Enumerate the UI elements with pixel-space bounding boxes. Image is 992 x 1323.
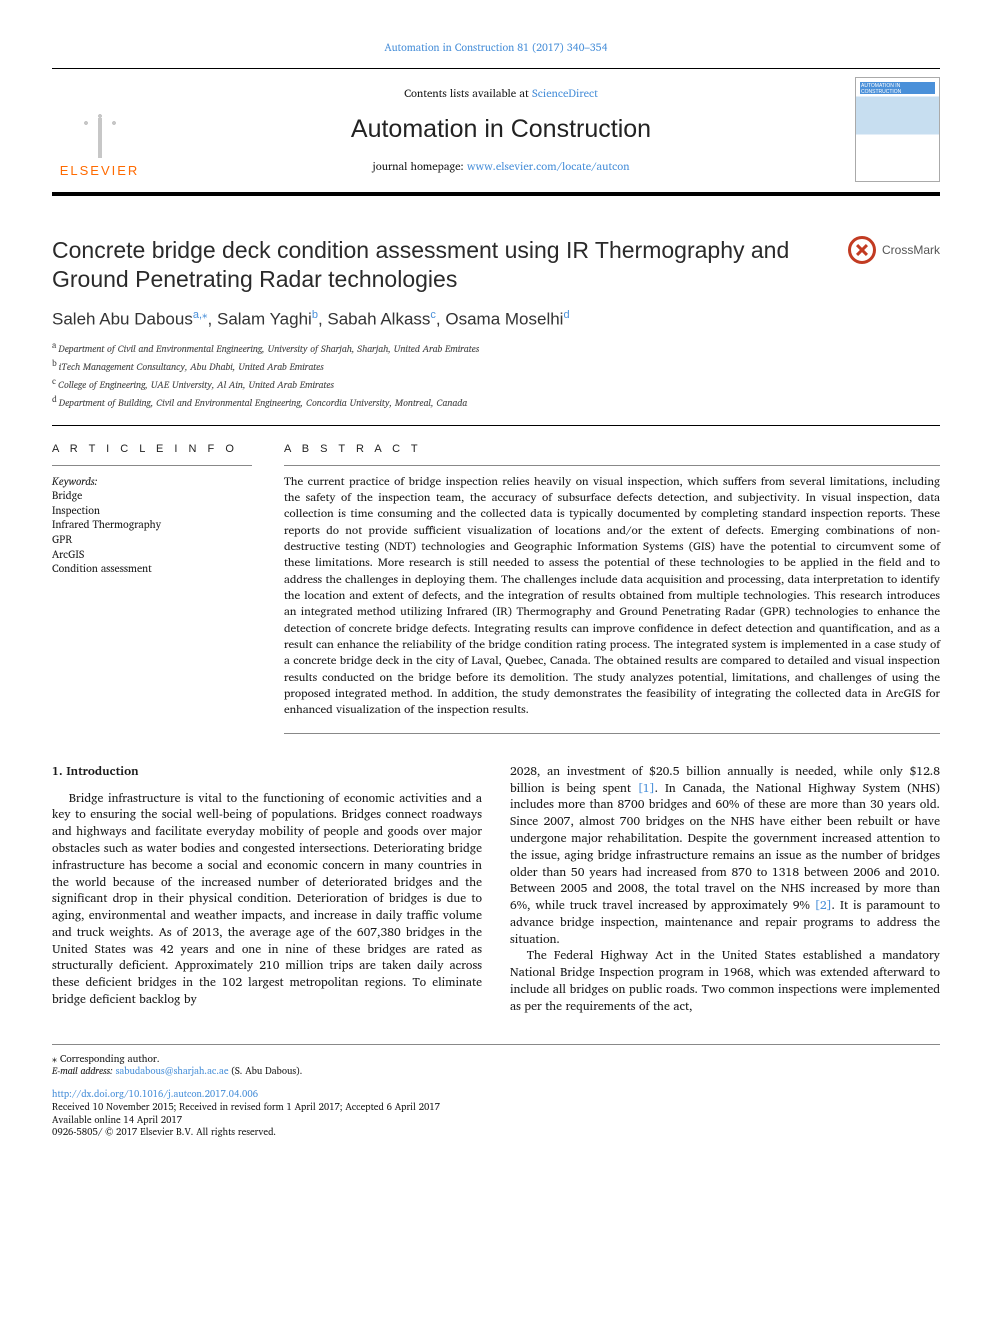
- title-block: Concrete bridge deck condition assessmen…: [52, 236, 940, 294]
- history-line: Received 10 November 2015; Received in r…: [52, 1102, 940, 1115]
- cover-label-2: CONSTRUCTION: [861, 89, 901, 96]
- aff-tag-c: c: [52, 374, 56, 388]
- email-line: E-mail address: sabudabous@sharjah.ac.ae…: [52, 1066, 940, 1079]
- aff-text-d: Department of Building, Civil and Enviro…: [59, 396, 467, 411]
- aff-text-c: College of Engineering, UAE University, …: [58, 378, 334, 393]
- author-2: Salam Yaghi: [217, 309, 312, 328]
- author-4-aff: d: [563, 309, 569, 321]
- author-3: Sabah Alkass: [327, 309, 430, 328]
- email-label: E-mail address:: [52, 1064, 116, 1079]
- author-1: Saleh Abu Dabous: [52, 309, 193, 328]
- intro-p1: Bridge infrastructure is vital to the fu…: [52, 791, 482, 1009]
- intro-p2: 2028, an investment of $20.5 billion ann…: [510, 764, 940, 949]
- keywords-list: Bridge Inspection Infrared Thermography …: [52, 488, 252, 576]
- author-3-aff: c: [430, 309, 436, 321]
- crossmark-badge[interactable]: CrossMark: [848, 236, 940, 264]
- aff-tag-a: a: [52, 338, 56, 352]
- affiliation-a: aDepartment of Civil and Environmental E…: [52, 339, 940, 357]
- article-info-rule: [52, 465, 252, 466]
- affiliation-list: aDepartment of Civil and Environmental E…: [52, 339, 940, 411]
- intro-p2-b: . In Canada, the National Highway System…: [510, 779, 940, 916]
- paper-title: Concrete bridge deck condition assessmen…: [52, 236, 812, 294]
- affiliation-d: dDepartment of Building, Civil and Envir…: [52, 393, 940, 411]
- publisher-logo-block: ELSEVIER: [52, 80, 147, 180]
- aff-tag-b: b: [52, 356, 57, 370]
- author-2-aff: b: [312, 309, 318, 321]
- aff-text-b: iTech Management Consultancy, Abu Dhabi,…: [59, 360, 324, 375]
- keyword-item: Infrared Thermography: [52, 517, 252, 532]
- keywords-label: Keywords:: [52, 474, 252, 488]
- author-1-corr: ⁎: [202, 309, 208, 321]
- banner-center: Contents lists available at ScienceDirec…: [147, 86, 855, 173]
- author-1-aff: a,: [193, 309, 202, 321]
- article-info-col: A R T I C L E I N F O Keywords: Bridge I…: [52, 442, 252, 734]
- homepage-prefix: journal homepage:: [373, 157, 467, 175]
- aff-tag-d: d: [52, 392, 57, 406]
- intro-heading: 1. Introduction: [52, 764, 482, 781]
- running-head-link[interactable]: Automation in Construction 81 (2017) 340…: [385, 38, 608, 56]
- publisher-wordmark: ELSEVIER: [60, 162, 140, 180]
- abstract-heading: A B S T R A C T: [284, 442, 940, 457]
- intro-p3: The Federal Highway Act in the United St…: [510, 948, 940, 1015]
- journal-cover-thumb: AUTOMATION IN CONSTRUCTION: [855, 77, 940, 182]
- elsevier-tree-icon: [65, 88, 135, 158]
- abstract-text: The current practice of bridge inspectio…: [284, 474, 940, 719]
- journal-name: Automation in Construction: [351, 113, 651, 147]
- email-tail: (S. Abu Dabous).: [229, 1064, 303, 1079]
- author-list: Saleh Abu Dabousa,⁎, Salam Yaghib, Sabah…: [52, 308, 940, 332]
- sciencedirect-link[interactable]: ScienceDirect: [532, 84, 598, 102]
- footer-block: ⁎ Corresponding author. E-mail address: …: [52, 1044, 940, 1141]
- abstract-col: A B S T R A C T The current practice of …: [284, 442, 940, 734]
- contents-line: Contents lists available at ScienceDirec…: [404, 86, 598, 101]
- keyword-item: Condition assessment: [52, 561, 252, 576]
- author-4: Osama Moselhi: [445, 309, 563, 328]
- crossmark-label: CrossMark: [882, 242, 940, 258]
- contents-prefix: Contents lists available at: [404, 84, 532, 102]
- running-head: Automation in Construction 81 (2017) 340…: [52, 40, 940, 54]
- affiliation-b: biTech Management Consultancy, Abu Dhabi…: [52, 357, 940, 375]
- abstract-end-rule: [284, 733, 940, 734]
- copyright-line: 0926-5805/ © 2017 Elsevier B.V. All righ…: [52, 1127, 940, 1140]
- aff-text-a: Department of Civil and Environmental En…: [58, 342, 479, 357]
- article-info-heading: A R T I C L E I N F O: [52, 442, 252, 457]
- corresponding-email-link[interactable]: sabudabous@sharjah.ac.ae: [116, 1064, 229, 1079]
- rule-above-meta: [52, 425, 940, 426]
- affiliation-c: cCollege of Engineering, UAE University,…: [52, 375, 940, 393]
- body-columns: 1. Introduction Bridge infrastructure is…: [52, 764, 940, 1016]
- crossmark-icon: [848, 236, 876, 264]
- homepage-link[interactable]: www.elsevier.com/locate/autcon: [467, 157, 630, 175]
- journal-banner: ELSEVIER Contents lists available at Sci…: [52, 68, 940, 196]
- abstract-rule: [284, 465, 940, 466]
- homepage-line: journal homepage: www.elsevier.com/locat…: [373, 159, 630, 174]
- meta-row: A R T I C L E I N F O Keywords: Bridge I…: [52, 442, 940, 734]
